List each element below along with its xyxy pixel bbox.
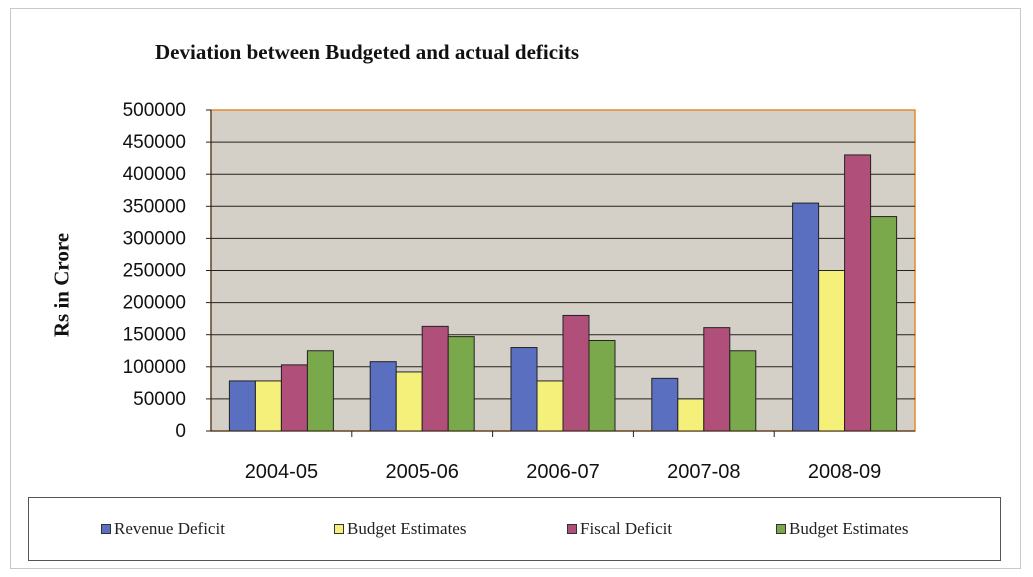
bar	[421, 325, 449, 432]
bar	[870, 216, 898, 432]
y-tick-label: 500000	[123, 100, 186, 121]
legend-swatch	[567, 524, 577, 534]
y-tick-label: 450000	[123, 132, 186, 153]
bar	[510, 347, 538, 432]
legend-swatch	[334, 524, 344, 534]
chart-title: Deviation between Budgeted and actual de…	[155, 40, 580, 64]
bar	[395, 371, 423, 432]
bar	[844, 154, 872, 432]
x-tick-label: 2008-09	[808, 461, 881, 483]
bar	[306, 350, 334, 432]
y-tick-label: 50000	[133, 389, 186, 410]
legend-label: Budget Estimates	[347, 519, 467, 538]
bar	[562, 314, 590, 432]
x-tick-label: 2004-05	[245, 461, 318, 483]
y-tick-label: 350000	[123, 196, 186, 217]
y-tick-label: 400000	[123, 164, 186, 185]
legend-swatch	[776, 524, 786, 534]
x-tick-label: 2006-07	[526, 461, 599, 483]
y-tick-label: 250000	[123, 261, 186, 282]
bar	[369, 361, 397, 432]
bar	[651, 377, 679, 432]
bar	[280, 364, 308, 432]
legend-swatch	[101, 524, 111, 534]
x-tick-label: 2005-06	[385, 461, 458, 483]
y-tick-label: 300000	[123, 228, 186, 249]
legend: Revenue Deficit Budget Estimates Fiscal …	[28, 497, 1001, 561]
y-tick-label: 200000	[123, 293, 186, 314]
bar	[729, 350, 757, 432]
bar	[536, 380, 564, 432]
bar	[818, 270, 846, 432]
bar	[447, 336, 475, 432]
x-tick-label: 2007-08	[667, 461, 740, 483]
legend-item-budget-estimates-2: Budget Estimates	[776, 519, 908, 539]
bar	[228, 380, 256, 432]
legend-item-budget-estimates-1: Budget Estimates	[334, 519, 466, 539]
legend-label: Revenue Deficit	[114, 519, 225, 538]
legend-item-fiscal-deficit: Fiscal Deficit	[567, 519, 672, 539]
bar	[703, 327, 731, 432]
legend-label: Fiscal Deficit	[580, 519, 673, 538]
legend-label: Budget Estimates	[789, 519, 909, 538]
legend-item-revenue-deficit: Revenue Deficit	[101, 519, 225, 539]
bar	[677, 398, 705, 432]
bar	[792, 202, 820, 432]
bar	[588, 339, 616, 432]
bar	[254, 380, 282, 432]
y-tick-label: 100000	[123, 357, 186, 378]
y-tick-label: 150000	[123, 325, 186, 346]
y-tick-label: 0	[175, 421, 186, 442]
